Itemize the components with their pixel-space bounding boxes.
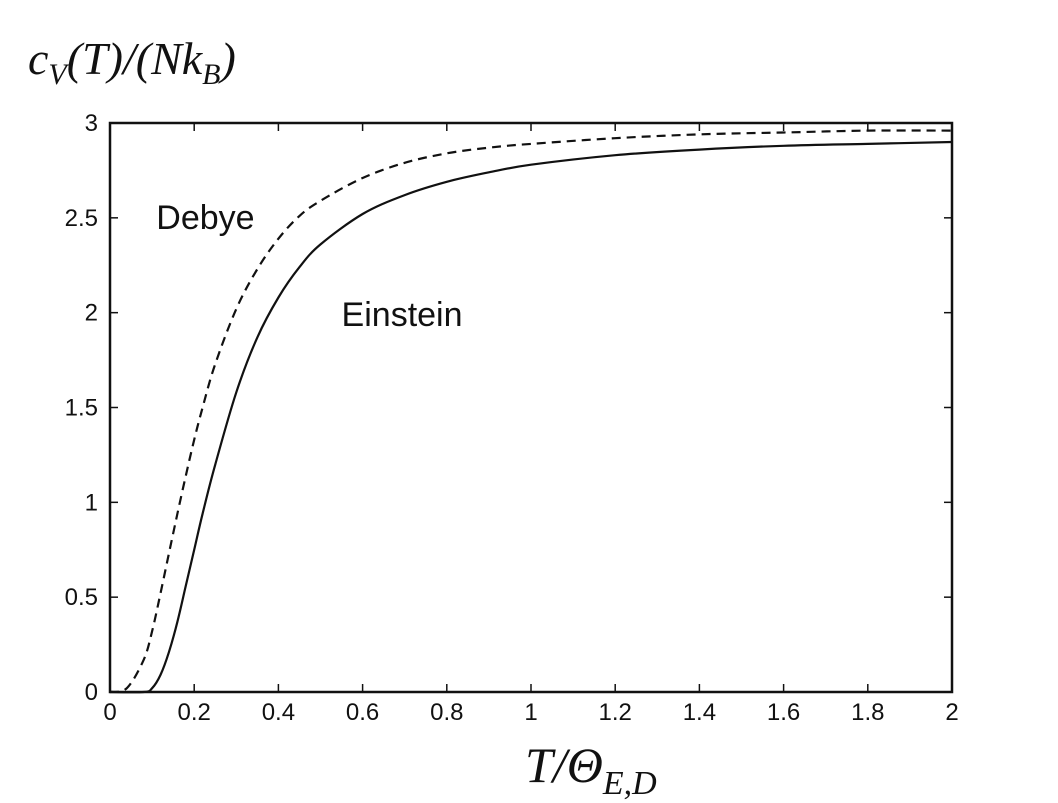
y-tick-label: 1 [85,489,98,516]
y-tick-label: 1.5 [65,395,98,422]
y-tick-label: 0.5 [65,584,98,611]
x-tick-label: 1 [524,699,537,726]
y-axis-label-sub2: B [202,58,220,91]
y-tick-label: 2.5 [65,205,98,232]
label-einstein: Einstein [342,296,463,334]
x-axis-label-base: T/Θ [525,737,603,793]
x-tick-label: 0.2 [178,699,211,726]
x-tick-label: 1.2 [599,699,632,726]
x-tick-label: 1.8 [851,699,884,726]
plot-area: 0 0.2 0.4 0.6 0.8 1 1.2 1.4 1.6 1.8 2 0 0.5 1 1.5 2 2.5 3… [65,110,959,726]
x-tick-label: 0.6 [346,699,379,726]
x-tick-label: 0.4 [262,699,295,726]
x-tick-label: 1.6 [767,699,800,726]
y-axis-label-close: ) [218,33,236,84]
y-tick-label: 2 [85,300,98,327]
y-axis-label: cV(T)/(NkB) [28,33,236,91]
y-tick-label: 3 [85,110,98,137]
label-debye: Debye [156,199,254,237]
x-axis-label-sub: E,D [602,765,657,802]
x-tick-label: 1.4 [683,699,716,726]
y-axis-label-rest: (T)/(Nk [67,33,204,84]
x-axis-label: T/ΘE,D [525,737,657,802]
y-tick-label: 0 [85,679,98,706]
series-line-debye [109,129,953,694]
x-tick-label: 0 [103,699,116,726]
y-axis-label-sub: V [48,58,70,91]
x-tick-label: 0.8 [430,699,463,726]
series-line-einstein [109,140,953,694]
x-tick-label: 2 [945,699,958,726]
y-axis-label-base: c [28,33,48,84]
